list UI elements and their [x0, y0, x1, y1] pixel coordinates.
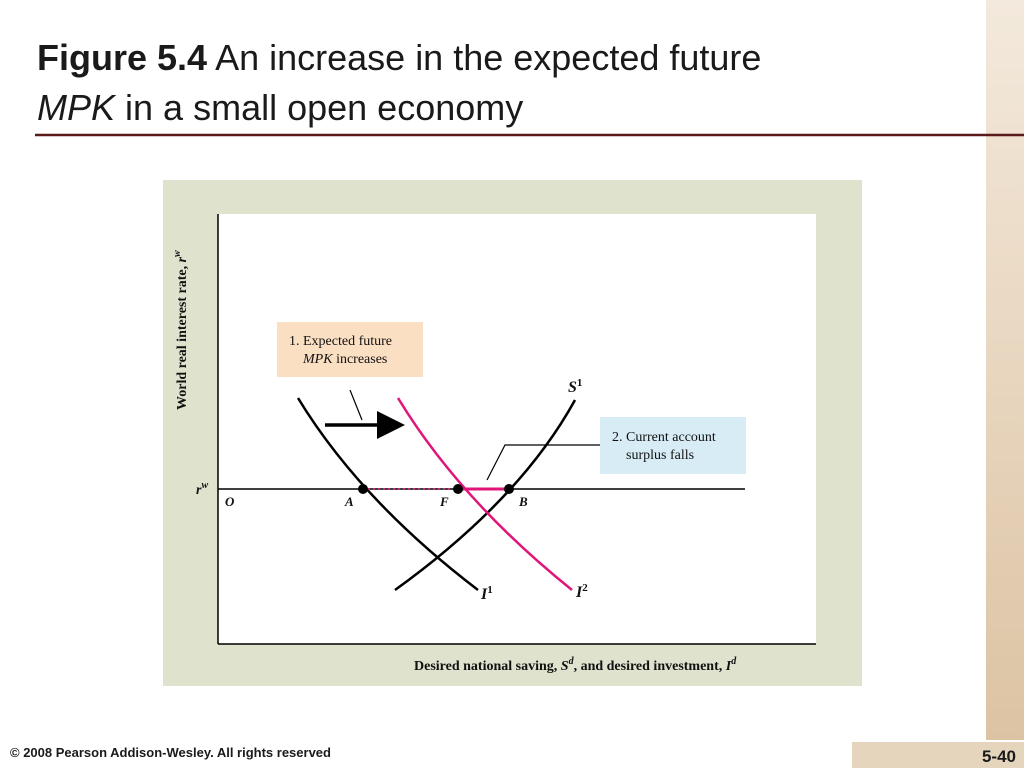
rate-label: rw — [196, 480, 208, 498]
curve-label: I2 — [575, 582, 588, 601]
label-text: Desired national saving, — [414, 659, 561, 674]
curve-symbol: S — [568, 379, 577, 396]
label-sup: d — [731, 656, 737, 667]
label-symbol: r — [196, 483, 202, 498]
investment-curve-1 — [296, 397, 479, 591]
point-label: B — [518, 494, 528, 509]
pointer — [486, 444, 600, 481]
annotation-text: 1. Expected future — [289, 334, 392, 349]
annotation-text: increases — [336, 352, 387, 367]
annotation-text: MPK increases — [302, 352, 387, 367]
annotation-box — [277, 322, 423, 377]
pointer — [349, 389, 363, 421]
label-symbol: I — [725, 659, 732, 674]
point-label: A — [344, 494, 354, 509]
curve-sup: 1 — [577, 377, 583, 389]
point — [504, 484, 514, 494]
point — [358, 484, 368, 494]
label-symbol: r — [175, 256, 190, 262]
label-text: World real interest rate, — [175, 262, 190, 410]
title-italic: MPK — [37, 87, 117, 128]
label-sup: w — [172, 250, 183, 257]
title-line2: MPK in a small open economy — [37, 87, 523, 128]
annotation-italic: MPK — [302, 352, 333, 367]
title-bold: Figure 5.4 — [37, 37, 207, 78]
saving-curve — [394, 399, 577, 592]
title-text: in a small open economy — [125, 87, 523, 128]
curve-sup: 1 — [487, 584, 493, 596]
label-sup: w — [201, 480, 208, 491]
point — [453, 484, 463, 494]
title-text: An increase in the expected future — [215, 37, 761, 78]
copyright: © 2008 Pearson Addison-Wesley. All right… — [10, 745, 331, 760]
label-text: , and desired investment, — [574, 659, 726, 674]
x-axis-label: Desired national saving, Sd, and desired… — [414, 656, 737, 674]
curve-sup: 2 — [582, 582, 588, 594]
curve-label: I1 — [480, 584, 493, 603]
point-label: O — [225, 494, 235, 509]
side-texture — [986, 0, 1024, 740]
page-box — [852, 742, 1024, 768]
title: Figure 5.4 An increase in the expected f… — [37, 37, 761, 78]
curve-symbol: I — [480, 586, 488, 603]
annotation-text: 2. Current account — [612, 430, 716, 445]
curve-label: S1 — [568, 377, 582, 396]
y-axis-label: World real interest rate, rw — [172, 250, 190, 410]
annotation-text: surplus falls — [626, 448, 694, 463]
label-sup: d — [569, 656, 575, 667]
investment-curve-2 — [396, 397, 573, 591]
annotation-box — [600, 417, 746, 474]
curve-symbol: I — [575, 584, 583, 601]
label-symbol: S — [561, 659, 569, 674]
point-label: F — [439, 494, 449, 509]
page-number: 5-40 — [982, 747, 1016, 766]
